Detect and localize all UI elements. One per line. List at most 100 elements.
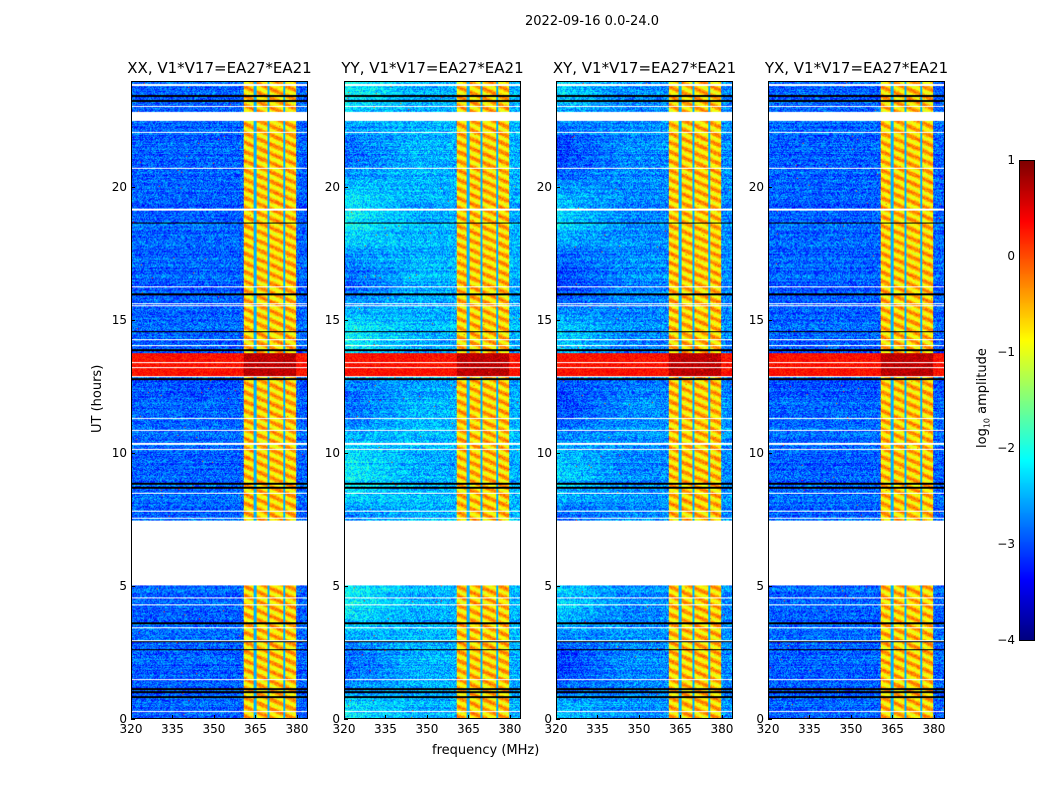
x-tick bbox=[850, 715, 852, 719]
y-tick bbox=[344, 586, 348, 588]
x-tick bbox=[296, 715, 298, 719]
panel-title: YY, V1*V17=EA27*EA21 bbox=[341, 59, 524, 77]
x-tick-label: 380 bbox=[498, 722, 522, 736]
panel-title: XY, V1*V17=EA27*EA21 bbox=[552, 59, 737, 77]
y-tick bbox=[556, 187, 560, 189]
x-tick-label: 335 bbox=[798, 722, 821, 736]
x-tick bbox=[721, 715, 723, 719]
spectrogram-panel bbox=[131, 81, 308, 719]
x-tick-label: 320 bbox=[332, 722, 356, 736]
spectrogram-panel bbox=[556, 81, 733, 719]
heatmap-cells bbox=[345, 82, 520, 718]
x-tick-label: 335 bbox=[161, 722, 184, 736]
x-tick-label: 380 bbox=[922, 722, 946, 736]
colorbar bbox=[1019, 160, 1035, 641]
heatmap-cells bbox=[132, 82, 307, 718]
x-tick-label: 320 bbox=[119, 722, 143, 736]
y-tick-label: 20 bbox=[324, 180, 340, 195]
y-tick bbox=[344, 187, 348, 189]
x-tick-label: 350 bbox=[202, 722, 226, 736]
x-tick bbox=[933, 715, 935, 719]
x-tick-label: 335 bbox=[586, 722, 609, 736]
x-tick-label: 350 bbox=[839, 722, 863, 736]
x-tick bbox=[468, 715, 470, 719]
y-tick bbox=[131, 320, 135, 322]
y-tick bbox=[131, 187, 135, 189]
panel-title: YX, V1*V17=EA27*EA21 bbox=[764, 59, 949, 77]
y-tick-label: 15 bbox=[536, 313, 552, 328]
x-tick-label: 350 bbox=[415, 722, 439, 736]
x-tick bbox=[426, 715, 428, 719]
heatmap-cells bbox=[557, 82, 732, 718]
x-tick bbox=[172, 715, 174, 719]
y-tick-label: 10 bbox=[111, 446, 127, 461]
x-tick bbox=[680, 715, 682, 719]
y-tick bbox=[768, 586, 772, 588]
x-tick bbox=[385, 715, 387, 719]
y-tick-label: 15 bbox=[111, 313, 127, 328]
x-tick-label: 365 bbox=[669, 722, 692, 736]
y-tick-label: 15 bbox=[324, 313, 340, 328]
x-tick bbox=[809, 715, 811, 719]
x-tick bbox=[892, 715, 894, 719]
x-tick-label: 380 bbox=[710, 722, 734, 736]
y-tick bbox=[344, 320, 348, 322]
colorbar-tick-label: −4 bbox=[997, 633, 1015, 647]
colorbar-tick-label: −3 bbox=[997, 537, 1015, 551]
x-tick-label: 365 bbox=[881, 722, 904, 736]
spectrogram-panel bbox=[344, 81, 521, 719]
x-tick bbox=[213, 715, 215, 719]
y-tick bbox=[768, 719, 772, 720]
y-tick bbox=[131, 719, 135, 720]
panel-title: XX, V1*V17=EA27*EA21 bbox=[127, 59, 312, 77]
x-tick bbox=[556, 715, 557, 719]
y-tick-label: 5 bbox=[332, 579, 340, 594]
x-tick bbox=[768, 715, 769, 719]
x-tick bbox=[131, 715, 132, 719]
x-axis-label: frequency (MHz) bbox=[432, 743, 540, 758]
y-axis-label: UT (hours) bbox=[90, 364, 105, 433]
x-tick bbox=[509, 715, 511, 719]
x-tick bbox=[638, 715, 640, 719]
x-tick-label: 380 bbox=[285, 722, 309, 736]
y-tick-label: 20 bbox=[536, 180, 552, 195]
y-tick-label: 20 bbox=[111, 180, 127, 195]
y-tick bbox=[556, 320, 560, 322]
heatmap-cells bbox=[769, 82, 944, 718]
y-tick bbox=[131, 453, 135, 455]
colorbar-tick-label: 1 bbox=[1007, 153, 1015, 167]
y-tick-label: 20 bbox=[748, 180, 764, 195]
x-tick bbox=[597, 715, 599, 719]
y-tick-label: 5 bbox=[544, 579, 552, 594]
y-tick-label: 0 bbox=[332, 712, 340, 726]
colorbar-tick-label: 0 bbox=[1007, 249, 1015, 263]
colorbar-tick-label: −2 bbox=[997, 441, 1015, 455]
y-tick bbox=[556, 719, 560, 720]
colorbar-tick-label: −1 bbox=[997, 345, 1015, 359]
y-tick bbox=[344, 453, 348, 455]
y-tick bbox=[556, 453, 560, 455]
x-tick bbox=[255, 715, 257, 719]
x-tick-label: 320 bbox=[756, 722, 780, 736]
y-tick bbox=[768, 453, 772, 455]
x-tick-label: 365 bbox=[457, 722, 480, 736]
y-tick bbox=[344, 719, 348, 720]
spectrogram-panel bbox=[768, 81, 945, 719]
x-tick-label: 320 bbox=[544, 722, 568, 736]
y-tick-label: 5 bbox=[756, 579, 764, 594]
y-tick bbox=[768, 320, 772, 322]
x-tick-label: 350 bbox=[627, 722, 651, 736]
x-tick bbox=[344, 715, 345, 719]
y-tick bbox=[768, 187, 772, 189]
y-tick-label: 0 bbox=[756, 712, 764, 726]
figure-suptitle: 2022-09-16 0.0-24.0 bbox=[525, 14, 659, 29]
y-tick-label: 10 bbox=[748, 446, 764, 461]
y-tick-label: 15 bbox=[748, 313, 764, 328]
x-tick-label: 365 bbox=[244, 722, 267, 736]
y-tick-label: 10 bbox=[536, 446, 552, 461]
y-tick-label: 0 bbox=[119, 712, 127, 726]
x-tick-label: 335 bbox=[374, 722, 397, 736]
y-tick bbox=[556, 586, 560, 588]
colorbar-label: log10 amplitude bbox=[975, 348, 992, 448]
